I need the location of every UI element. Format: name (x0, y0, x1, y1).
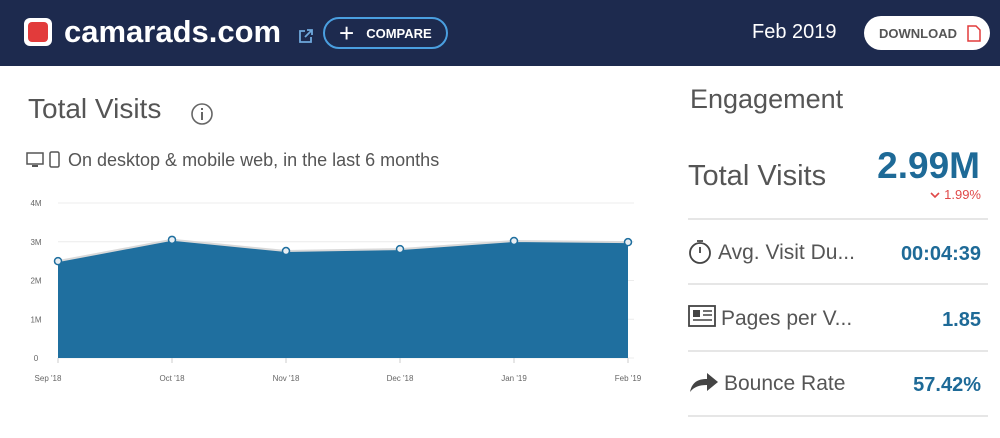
total-visits-label: Total Visits (688, 160, 827, 192)
change: 1.99% (929, 187, 981, 202)
row-label: Pages per V... (721, 307, 853, 330)
divider (688, 415, 988, 417)
plus-icon: + (339, 18, 355, 48)
site-logo (24, 18, 52, 46)
pdf-icon (967, 24, 981, 42)
data-point (53, 256, 63, 266)
y-tick-label: 4M (30, 199, 41, 208)
y-tick-label: 3M (30, 238, 41, 247)
external-link-icon[interactable] (298, 28, 314, 44)
x-tick-label: Dec '18 (387, 374, 414, 383)
pages-icon (688, 305, 716, 327)
row-value: 57.42% (913, 374, 981, 396)
download-label: DOWNLOAD (879, 25, 957, 41)
row-value: 1.85 (942, 309, 981, 331)
area (58, 239, 628, 358)
data-point (623, 237, 633, 247)
row-label: Bounce Rate (724, 372, 846, 395)
y-tick-label: 0 (34, 354, 39, 363)
download-button[interactable]: DOWNLOAD (864, 16, 990, 50)
down-chevron (930, 191, 940, 198)
data-point (167, 235, 177, 245)
x-tick-label: Nov '18 (273, 374, 300, 383)
change-value: 1.99% (944, 187, 981, 202)
divider (688, 218, 988, 220)
chart: 0 1M 2M 3M 4M Sep '18 Oct '18 Nov '18 Dec '18 Jan… (30, 199, 642, 383)
divider (688, 350, 988, 352)
data-point (509, 236, 519, 246)
x-tick-label: Oct '18 (159, 374, 185, 383)
data-point (281, 246, 291, 256)
chart-subtitle: On desktop & mobile web, in the last 6 m… (68, 150, 440, 170)
engagement-title: Engagement (690, 84, 844, 114)
share-icon (690, 373, 718, 392)
divider (688, 283, 988, 285)
info-icon[interactable] (190, 102, 214, 126)
data-point (395, 244, 405, 254)
row-value: 00:04:39 (900, 243, 981, 265)
y-tick-label: 2M (30, 277, 41, 286)
site-name: camarads.com (64, 14, 282, 49)
stopwatch-icon (689, 240, 711, 264)
x-tick-label: Feb '19 (615, 374, 642, 383)
x-tick-label: Jan '19 (501, 374, 527, 383)
device-icon (26, 151, 60, 168)
chart-title: Total Visits (28, 93, 162, 124)
date-label: Feb 2019 (752, 21, 837, 43)
total-visits-value: 2.99M (877, 145, 980, 186)
compare-button[interactable]: + COMPARE (323, 17, 448, 49)
row-label: Avg. Visit Du... (718, 241, 855, 264)
compare-label: COMPARE (366, 25, 432, 41)
y-tick-label: 1M (30, 315, 41, 324)
header: camarads.com + COMPARE Feb 2019 DOWNLOAD (0, 0, 1000, 66)
area-line (57, 238, 629, 263)
x-tick-label: Sep '18 (35, 374, 62, 383)
